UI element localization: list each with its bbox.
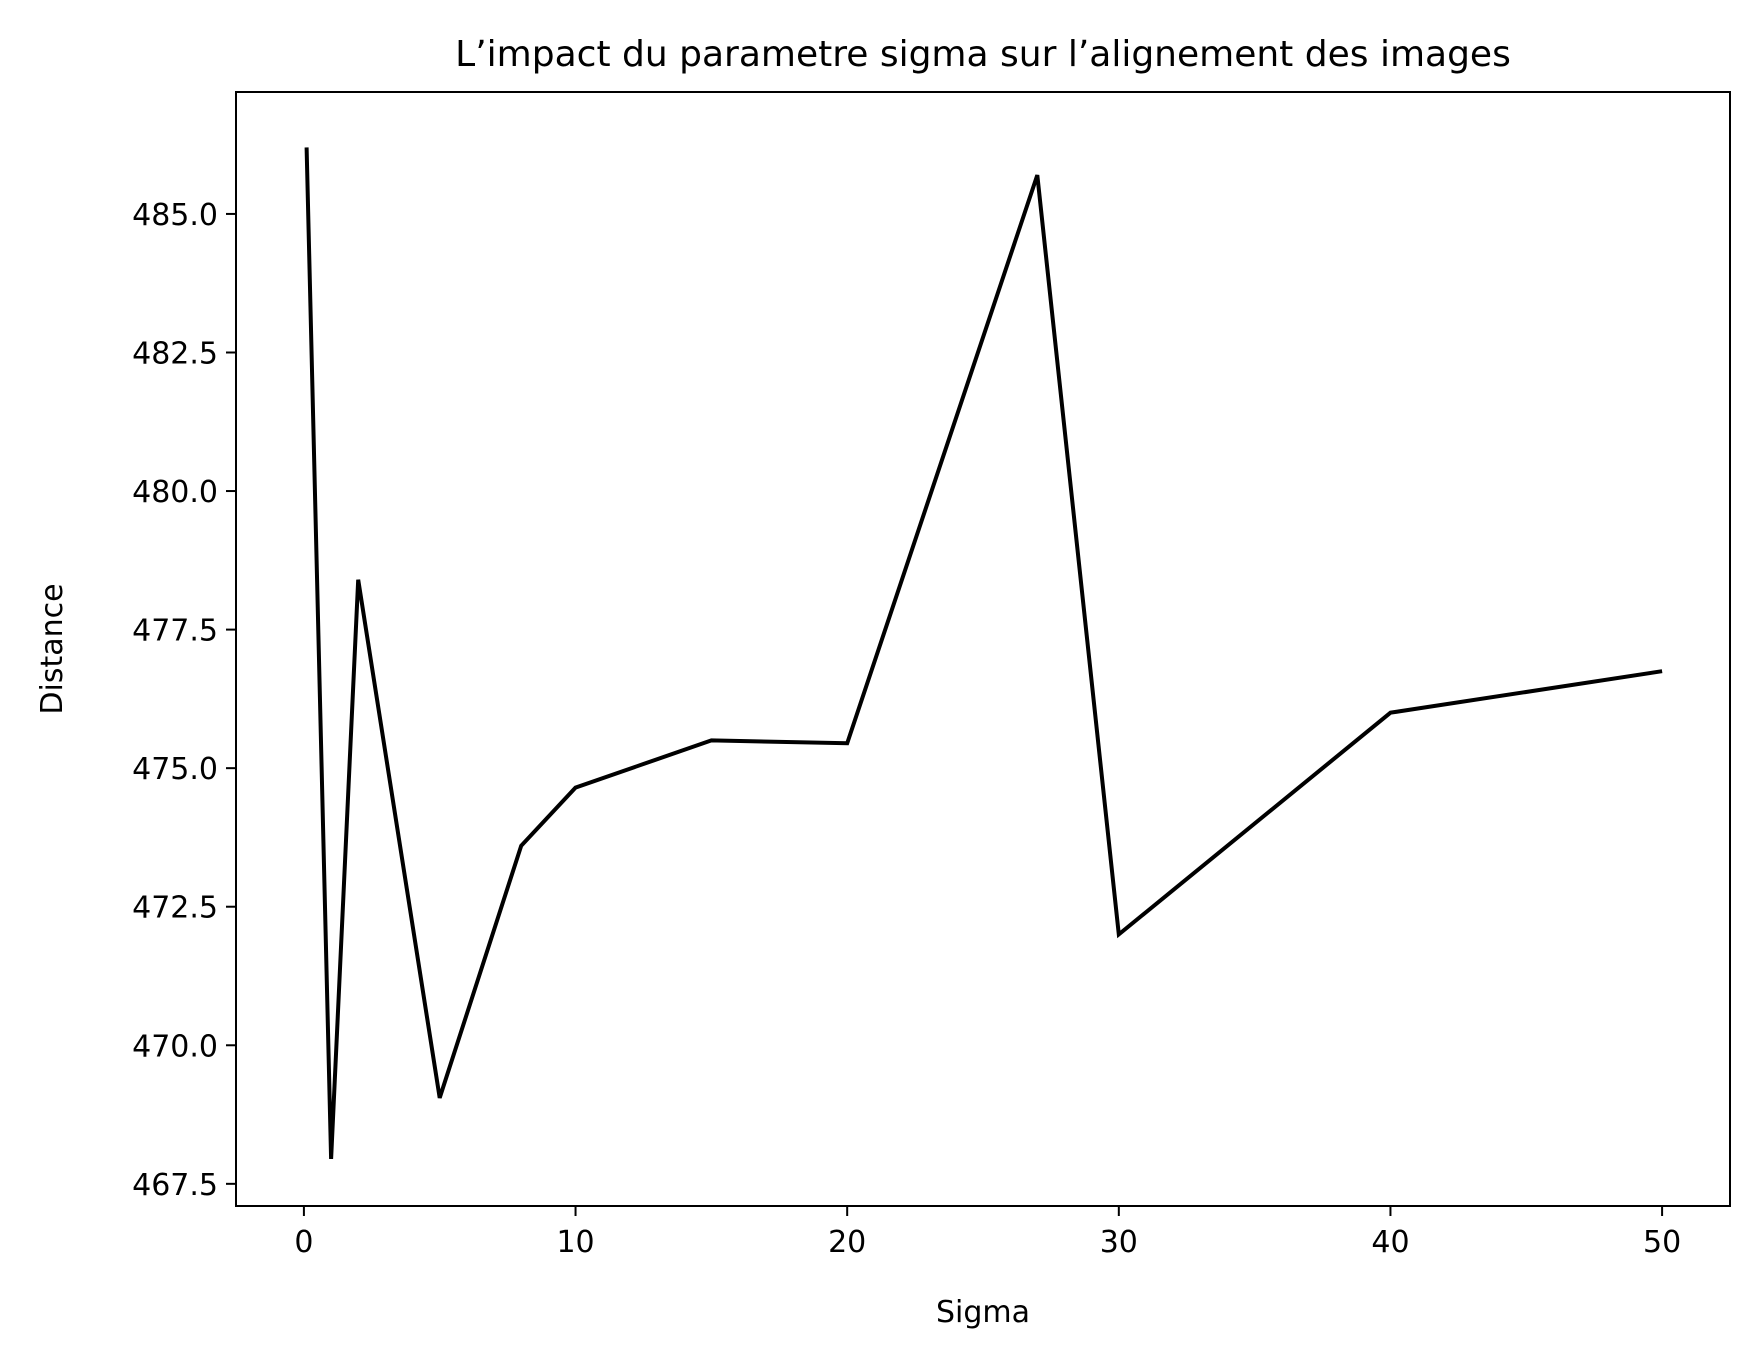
- x-tick-label: 0: [294, 1225, 313, 1260]
- series-line: [304, 147, 1663, 1159]
- x-tick-label: 50: [1643, 1225, 1681, 1260]
- chart-title: L’impact du parametre sigma sur l’aligne…: [455, 34, 1511, 75]
- y-tick-label: 470.0: [132, 1029, 218, 1064]
- y-tick-label: 472.5: [132, 891, 218, 926]
- x-axis-label: Sigma: [936, 1295, 1030, 1330]
- y-tick-label: 485.0: [132, 198, 218, 233]
- x-tick-label: 10: [556, 1225, 594, 1260]
- y-axis: 467.5 470.0 472.5 475.0 477.5 480.0 482.5 485.0: [132, 198, 236, 1203]
- y-tick-label: 475.0: [132, 752, 218, 787]
- y-tick-label: 477.5: [132, 614, 218, 649]
- plot-area-frame: [235, 91, 1731, 1207]
- x-tick-label: 30: [1100, 1225, 1138, 1260]
- y-tick-label: 480.0: [132, 475, 218, 510]
- y-tick-label: 482.5: [132, 336, 218, 371]
- x-tick-label: 40: [1371, 1225, 1409, 1260]
- y-tick-label: 467.5: [132, 1168, 218, 1203]
- x-tick-label: 20: [828, 1225, 866, 1260]
- x-axis: 0 10 20 30 40 50: [294, 1206, 1681, 1260]
- y-axis-label: Distance: [35, 583, 70, 714]
